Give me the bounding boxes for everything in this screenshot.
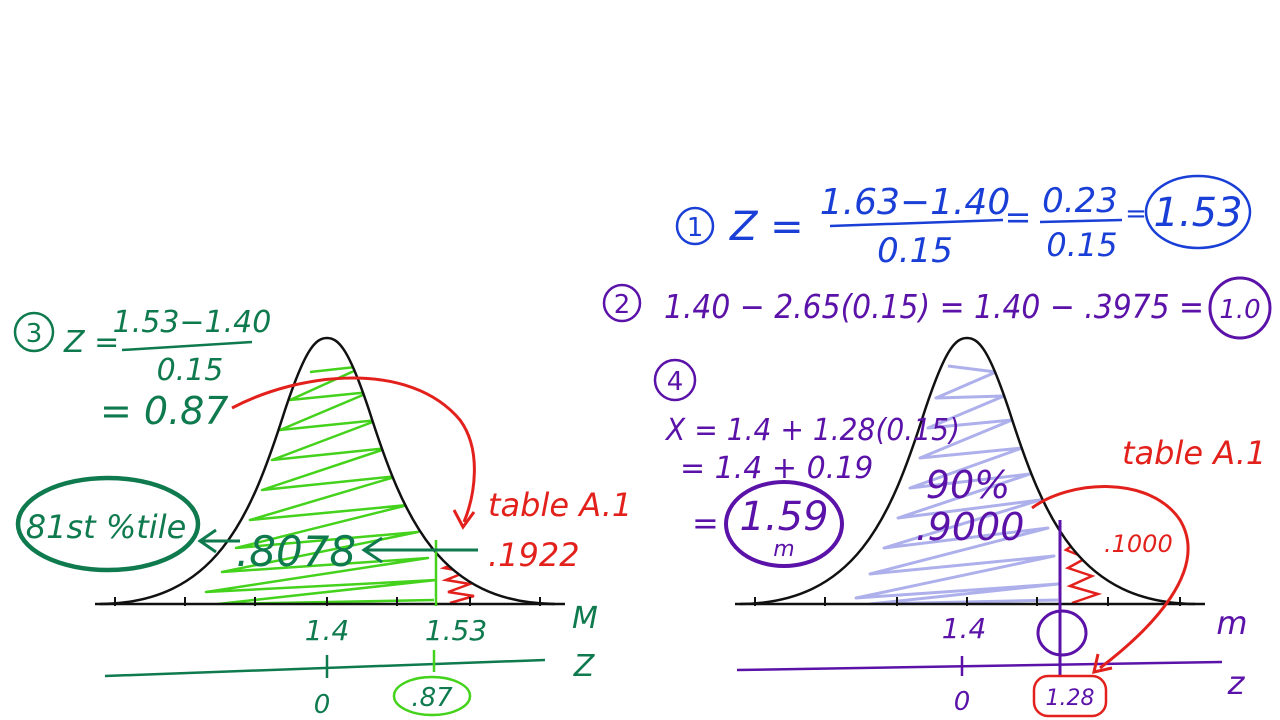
step1-numerator: 1.63−1.40 <box>820 182 1010 223</box>
step3-marker: 3 <box>26 319 43 349</box>
step3-red-notes: table A.1 .1922 <box>231 376 632 574</box>
left-m-tick-2: 1.53 <box>425 614 487 647</box>
step2-result: 1.0 <box>1219 295 1260 325</box>
step4-result-value: 1.59 <box>739 494 828 540</box>
right-z-axis-label: z <box>1227 664 1246 702</box>
step2-marker-circle <box>602 283 642 323</box>
step3-table-note: table A.1 <box>488 486 632 524</box>
left-red-arrow <box>231 376 476 523</box>
right-m-unknown-circle <box>1036 609 1088 657</box>
step3-numerator: 1.53−1.40 <box>113 305 272 340</box>
step3-marker-circle <box>13 311 55 353</box>
step3-area-left: .8078 <box>236 527 356 576</box>
left-z-axis-label: Z <box>573 649 596 684</box>
right-z-tick-1: 0 <box>954 687 971 717</box>
right-m-axis-label: m <box>1216 604 1247 642</box>
step1-denominator: 0.15 <box>877 231 953 271</box>
step1-fraction-bar <box>829 218 1004 228</box>
left-normal-diagram: M 1.4 1.53 Z 0 .87 <box>95 336 598 720</box>
step4-marker: 4 <box>667 367 684 397</box>
right-tail-shading <box>1063 528 1103 605</box>
left-z-tick-2: .87 <box>411 683 453 713</box>
right-z-tick-2-box <box>1032 674 1108 718</box>
step3-result-line: = 0.87 <box>100 389 229 433</box>
step3-area-right: .1922 <box>488 536 580 574</box>
step1-marker-circle <box>675 206 715 246</box>
step1-fraction-bar-2 <box>1039 218 1123 224</box>
step4-area-percent: 90% <box>926 463 1010 507</box>
step2-group: 2 1.40 − 2.65(0.15) = 1.40 − .3975 = 1.0 <box>602 276 1272 340</box>
step4-result-unit: m <box>773 537 794 562</box>
right-z-axis <box>736 660 1223 672</box>
step1-denominator-2: 0.15 <box>1046 226 1117 264</box>
step4-area-left: .9000 <box>916 505 1025 549</box>
step2-result-circle <box>1208 276 1272 340</box>
step1-equals-1: = <box>1005 198 1032 236</box>
left-m-tick-1: 1.4 <box>305 614 350 647</box>
step4-area-right: .1000 <box>1104 530 1173 558</box>
step4-line2: = 1.4 + 0.19 <box>680 451 873 486</box>
step1-equals-2: = <box>1125 199 1147 229</box>
left-z-tick-2-circle <box>392 675 472 717</box>
step4-line1: X = 1.4 + 1.28(0.15) <box>664 413 960 448</box>
step3-lhs: Z = <box>63 325 119 360</box>
right-normal-diagram: m 1.4 z 0 1.28 <box>735 336 1248 718</box>
right-z-tick-2: 1.28 <box>1046 686 1095 711</box>
step3-denominator: 0.15 <box>157 353 224 388</box>
step4-result-circle <box>724 480 844 568</box>
step4-marker-circle <box>653 358 697 402</box>
step4-line3-prefix: = <box>692 504 719 542</box>
step1-marker: 1 <box>687 213 704 243</box>
step1-lhs: Z = <box>729 204 804 250</box>
right-normal-curve <box>739 336 1196 606</box>
left-area-shading <box>204 364 438 605</box>
left-z-axis <box>104 658 546 678</box>
step1-result: 1.53 <box>1153 190 1242 236</box>
right-m-tick-1: 1.4 <box>942 612 987 645</box>
step4-group: 4 X = 1.4 + 1.28(0.15) = 1.4 + 0.19 = 1.… <box>653 358 1025 568</box>
right-area-shading <box>854 364 1060 605</box>
left-m-axis-label: M <box>572 601 598 636</box>
step1-result-circle <box>1144 174 1252 250</box>
step1-group: 1 Z = 1.63−1.40 0.15 = 0.23 0.15 = 1.53 <box>675 174 1252 271</box>
step4-red-notes: table A.1 .1000 <box>1031 434 1266 674</box>
step1-numerator-2: 0.23 <box>1042 181 1118 221</box>
step4-table-note: table A.1 <box>1122 434 1266 472</box>
step2-expression: 1.40 − 2.65(0.15) = 1.40 − .3975 = <box>664 287 1204 326</box>
step3-group: 3 Z = 1.53−1.40 0.15 = 0.87 81st %tile .… <box>13 305 478 576</box>
left-z-tick-1: 0 <box>314 690 331 720</box>
right-red-arrow <box>1031 485 1190 670</box>
percentile-circle <box>15 475 201 573</box>
step3-fraction-bar <box>121 340 253 352</box>
step2-marker: 2 <box>614 290 631 320</box>
step3-percentile: 81st %tile <box>26 508 187 546</box>
